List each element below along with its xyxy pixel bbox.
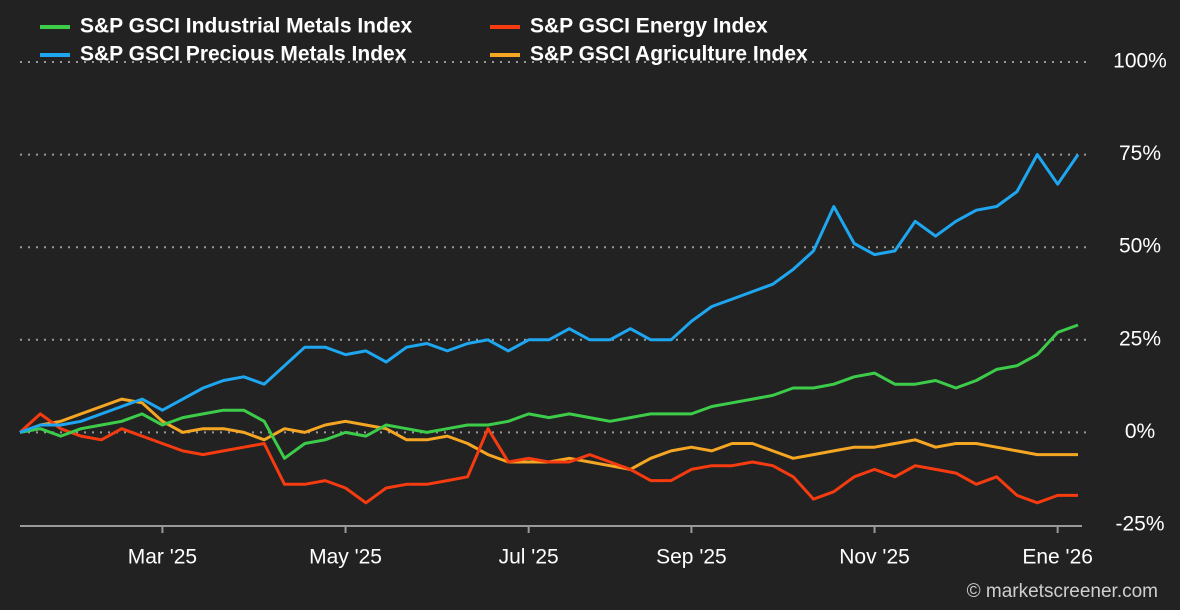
legend-label: S&P GSCI Agriculture Index: [530, 43, 808, 66]
series-line: [18, 412, 1078, 505]
y-tick-label: 25%: [1119, 327, 1161, 350]
x-tick-label: Nov '25: [839, 546, 910, 569]
x-tick-label: Sep '25: [656, 546, 727, 569]
series-line: [19, 323, 1079, 460]
x-tick-label: Ene '26: [1022, 546, 1093, 569]
y-tick-label: 50%: [1119, 235, 1161, 258]
x-tick-label: Mar '25: [128, 546, 197, 569]
y-tick-label: -25%: [1115, 513, 1164, 536]
x-tick-label: May '25: [309, 546, 382, 569]
legend-label: S&P GSCI Industrial Metals Index: [80, 15, 413, 38]
y-tick-label: 0%: [1125, 420, 1155, 443]
x-tick-label: Jul '25: [499, 546, 559, 569]
watermark: © marketscreener.com: [967, 581, 1158, 602]
y-tick-label: 75%: [1119, 142, 1161, 165]
legend-label: S&P GSCI Energy Index: [530, 15, 768, 38]
legend-label: S&P GSCI Precious Metals Index: [80, 43, 407, 66]
series-line: [19, 153, 1080, 434]
y-tick-label: 100%: [1113, 50, 1167, 73]
